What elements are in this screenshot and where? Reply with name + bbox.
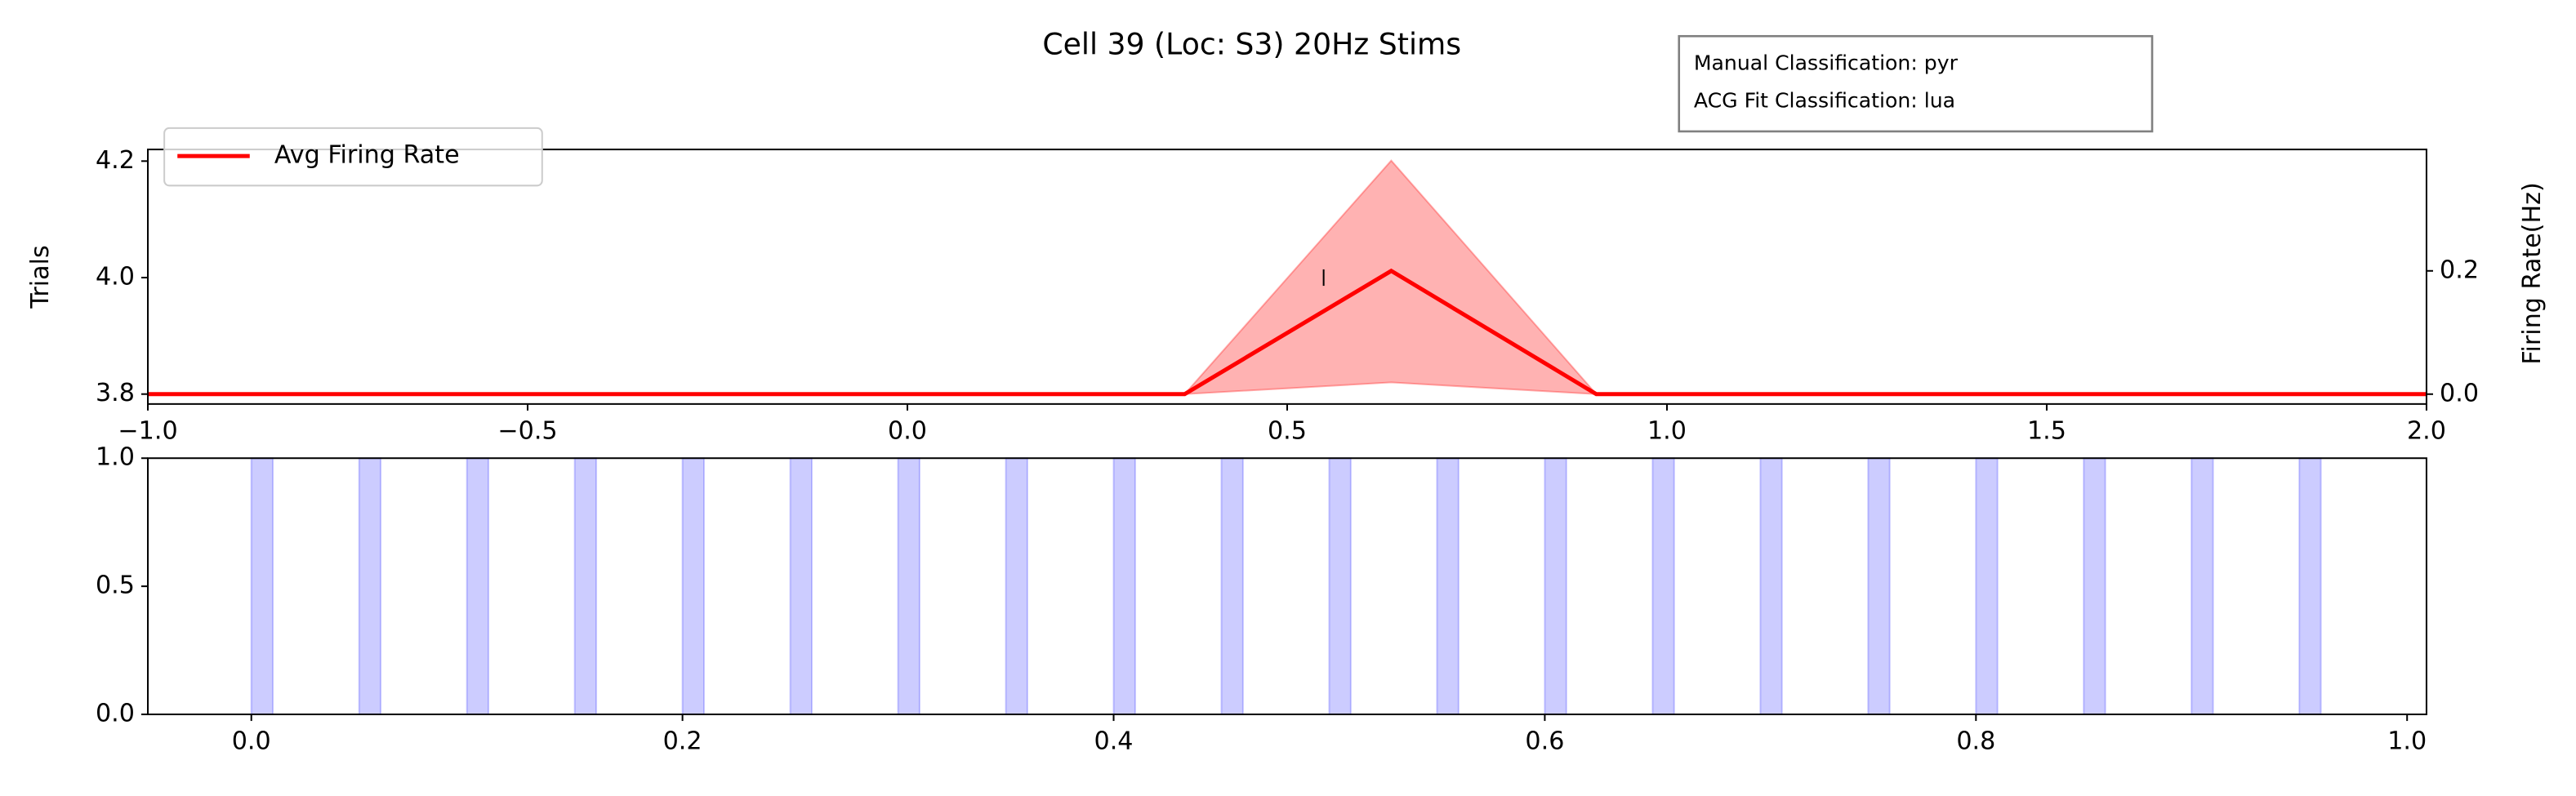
- stim-span: [897, 457, 920, 716]
- y2-axis-label: Firing Rate(Hz): [2518, 182, 2547, 364]
- stim-span: [1436, 457, 1460, 716]
- axes-frame: [147, 149, 2427, 405]
- legend-box: [163, 127, 543, 187]
- y2-tick-label: 0.2: [2440, 256, 2479, 284]
- y-tick-label: 0.0: [96, 700, 135, 728]
- x-tick-label: 0.5: [1268, 417, 1307, 446]
- y-tick-label: 4.0: [96, 263, 135, 291]
- annotation: Manual Classification: pyr: [1694, 51, 1959, 74]
- stim-span: [681, 457, 706, 716]
- y2-tick-label: 0.0: [2440, 379, 2479, 407]
- chart-title: Cell 39 (Loc: S3) 20Hz Stims: [1042, 26, 1461, 61]
- y-tick-label: 4.2: [96, 146, 135, 175]
- stim-span: [358, 457, 382, 716]
- stim-span: [2190, 457, 2214, 716]
- x-tick-label: 0.6: [1525, 727, 1564, 756]
- stim-span: [1112, 457, 1136, 716]
- x-tick-label: 1.5: [2027, 417, 2066, 446]
- x-tick-label: −1.0: [118, 417, 177, 446]
- y-tick-label: 3.8: [96, 379, 135, 407]
- stim-span: [1759, 457, 1783, 716]
- y-tick-label: 1.0: [96, 443, 135, 472]
- x-tick-label: 0.8: [1956, 727, 1995, 756]
- x-tick-label: 0.0: [232, 727, 271, 756]
- x-tick-label: 1.0: [2387, 727, 2427, 756]
- x-tick-label: 0.2: [663, 727, 702, 756]
- stim-span: [1328, 457, 1352, 716]
- stim-span: [250, 457, 274, 716]
- y-tick-label: 0.5: [96, 571, 135, 600]
- x-tick-label: 0.4: [1094, 727, 1134, 756]
- stim-span: [1005, 457, 1028, 716]
- x-tick-label: 0.0: [888, 417, 927, 446]
- stim-span: [2083, 457, 2106, 716]
- annotation: ACG Fit Classification: lua: [1694, 89, 1955, 113]
- stim-span: [573, 457, 598, 716]
- y-axis-label: Trials: [26, 245, 55, 309]
- stim-span: [789, 457, 813, 716]
- legend-label: Avg Firing Rate: [274, 141, 460, 170]
- stim-span: [2298, 457, 2322, 716]
- stim-span: [466, 457, 490, 716]
- stim-span: [1975, 457, 1999, 716]
- axes-frame: [147, 457, 2427, 716]
- x-tick-label: 2.0: [2407, 417, 2446, 446]
- x-tick-label: −0.5: [497, 417, 557, 446]
- line: [148, 268, 2427, 397]
- error-band: [148, 159, 2427, 395]
- stim-span: [1867, 457, 1891, 716]
- stim-span: [1220, 457, 1244, 716]
- x-tick-label: 1.0: [1647, 417, 1687, 446]
- annotation-box: [1678, 34, 2154, 133]
- stim-span: [1651, 457, 1675, 716]
- stim-span: [1544, 457, 1567, 716]
